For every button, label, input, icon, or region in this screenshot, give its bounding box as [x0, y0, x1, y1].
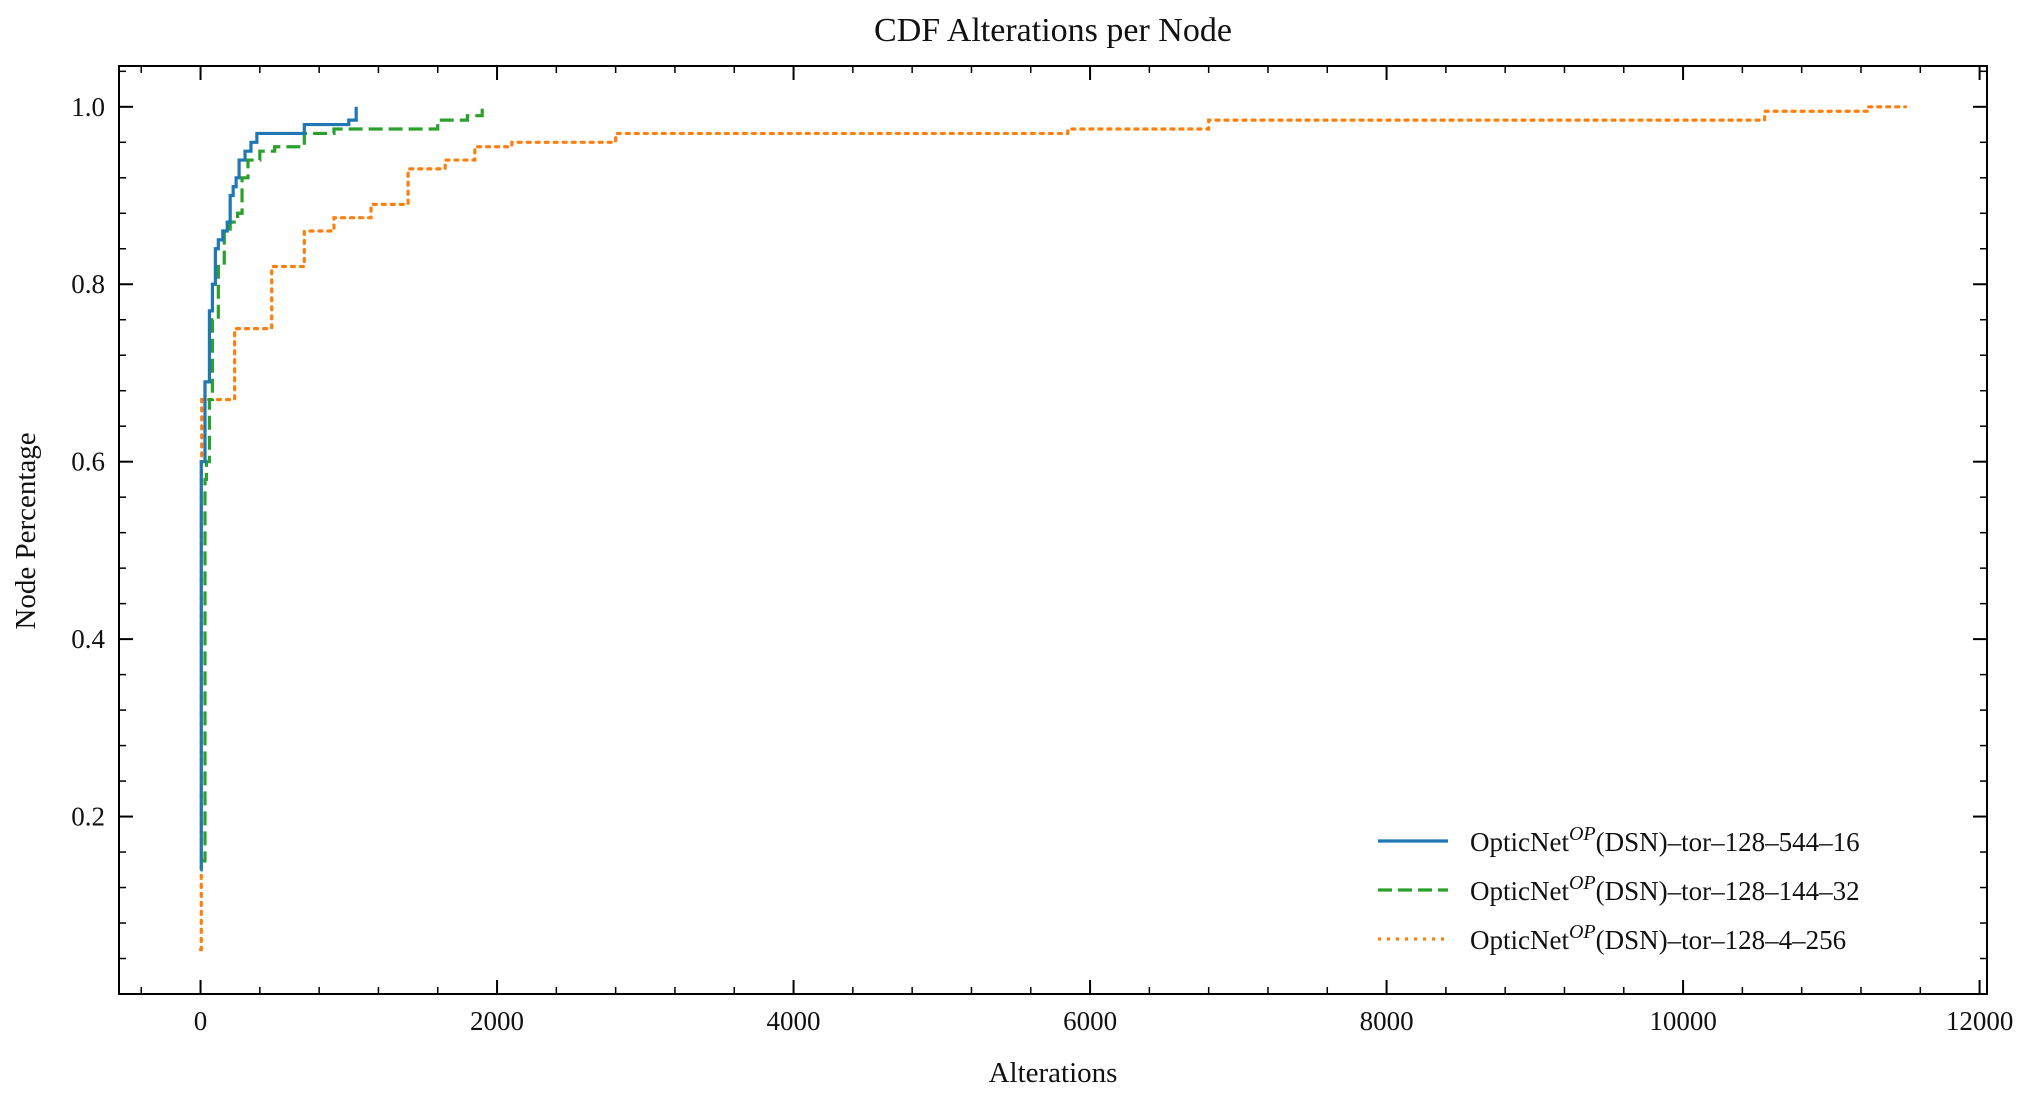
series-line-3 — [198, 105, 1908, 952]
y-tick-label: 0.2 — [71, 802, 105, 832]
chart-title: CDF Alterations per Node — [874, 12, 1232, 49]
plot-frame — [118, 65, 1988, 995]
y-tick-label: 0.8 — [71, 269, 105, 299]
x-tick-label: 6000 — [1063, 1006, 1117, 1036]
x-tick-label: 8000 — [1360, 1006, 1414, 1036]
x-tick-label: 2000 — [470, 1006, 524, 1036]
x-axis-label: Alterations — [989, 1057, 1118, 1089]
x-tick-label: 10000 — [1649, 1006, 1717, 1036]
legend-label-1: OpticNetOP(DSN)–tor–128–544–16 — [1470, 823, 1860, 857]
y-axis-label: Node Percentage — [10, 432, 42, 629]
series-line-2 — [200, 106, 484, 863]
legend-label-2: OpticNetOP(DSN)–tor–128–144–32 — [1470, 872, 1860, 906]
legend-label-3: OpticNetOP(DSN)–tor–128–4–256 — [1470, 921, 1846, 955]
y-tick-label: 0.4 — [71, 624, 105, 654]
series-line-1 — [199, 106, 358, 872]
x-tick-label: 0 — [194, 1006, 208, 1036]
y-tick-label: 0.6 — [71, 447, 105, 477]
y-tick-label: 1.0 — [71, 92, 105, 122]
plot-area: 0 2000 4000 6000 8000 10000 12000 0.2 0.4 0.6 0.8 1… — [71, 65, 2014, 1036]
x-tick-label: 12000 — [1946, 1006, 2014, 1036]
x-tick-label: 4000 — [767, 1006, 821, 1036]
